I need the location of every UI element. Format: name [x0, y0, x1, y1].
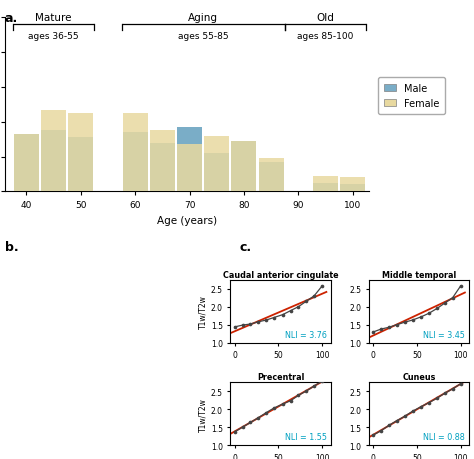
- Point: [393, 417, 401, 425]
- Point: [255, 319, 262, 326]
- Bar: [150, 143, 175, 192]
- Text: Old: Old: [317, 13, 334, 22]
- Text: a.: a.: [5, 11, 18, 24]
- Point: [449, 294, 456, 302]
- Point: [302, 298, 310, 305]
- Bar: [258, 162, 283, 192]
- Bar: [313, 183, 338, 192]
- Point: [401, 319, 409, 326]
- Bar: [41, 110, 66, 192]
- Bar: [258, 159, 283, 192]
- Title: Middle temporal: Middle temporal: [382, 270, 456, 279]
- Point: [409, 317, 416, 324]
- Y-axis label: T1w/T2w: T1w/T2w: [199, 397, 208, 431]
- Point: [270, 404, 278, 412]
- Legend: Male, Female: Male, Female: [378, 78, 445, 115]
- Point: [255, 414, 262, 421]
- Text: Aging: Aging: [188, 13, 218, 22]
- Point: [239, 322, 246, 329]
- Point: [295, 303, 302, 311]
- Bar: [123, 133, 148, 192]
- Point: [310, 382, 318, 390]
- Point: [418, 313, 425, 321]
- Text: NLI = 0.88: NLI = 0.88: [423, 432, 465, 442]
- Point: [246, 419, 254, 426]
- Point: [270, 314, 278, 321]
- Point: [287, 397, 294, 404]
- Bar: [313, 176, 338, 192]
- Point: [295, 392, 302, 399]
- Bar: [231, 141, 256, 192]
- Point: [385, 324, 393, 331]
- Point: [369, 431, 377, 439]
- Point: [369, 329, 377, 336]
- Point: [425, 399, 433, 406]
- Title: Caudal anterior cingulate: Caudal anterior cingulate: [223, 270, 338, 279]
- Point: [310, 292, 318, 300]
- Point: [239, 424, 246, 431]
- Point: [377, 427, 385, 435]
- Point: [318, 378, 326, 385]
- Point: [279, 400, 286, 408]
- Point: [302, 387, 310, 395]
- Bar: [150, 131, 175, 192]
- Text: c.: c.: [239, 241, 252, 254]
- Bar: [204, 154, 229, 192]
- Point: [449, 385, 456, 392]
- Bar: [231, 141, 256, 192]
- Point: [231, 324, 238, 331]
- Title: Precentral: Precentral: [257, 372, 304, 381]
- Point: [441, 390, 448, 397]
- Point: [246, 321, 254, 328]
- Text: NLI = 3.76: NLI = 3.76: [285, 330, 327, 339]
- Point: [393, 321, 401, 329]
- Bar: [14, 134, 39, 192]
- Text: ages 55-85: ages 55-85: [178, 32, 228, 41]
- Bar: [14, 134, 39, 192]
- Point: [409, 408, 416, 415]
- Bar: [340, 185, 365, 192]
- Point: [433, 395, 441, 402]
- Point: [441, 300, 448, 307]
- X-axis label: Age (years): Age (years): [157, 215, 217, 225]
- Text: NLI = 3.45: NLI = 3.45: [423, 330, 465, 339]
- Bar: [340, 178, 365, 192]
- Point: [457, 283, 465, 290]
- Text: ages 36-55: ages 36-55: [28, 32, 79, 41]
- Bar: [177, 145, 202, 192]
- Point: [385, 422, 393, 429]
- Bar: [41, 131, 66, 192]
- Point: [425, 310, 433, 317]
- Point: [457, 381, 465, 388]
- Y-axis label: T1w/T2w: T1w/T2w: [199, 295, 208, 328]
- Bar: [68, 114, 93, 192]
- Text: NLI = 1.55: NLI = 1.55: [285, 432, 327, 442]
- Text: b.: b.: [5, 241, 18, 254]
- Bar: [68, 138, 93, 192]
- Text: ages 85-100: ages 85-100: [297, 32, 354, 41]
- Point: [433, 305, 441, 313]
- Point: [287, 307, 294, 314]
- Point: [377, 326, 385, 333]
- Point: [418, 403, 425, 410]
- Point: [231, 428, 238, 436]
- Point: [318, 283, 326, 290]
- Point: [401, 413, 409, 420]
- Bar: [123, 114, 148, 192]
- Point: [279, 311, 286, 319]
- Point: [262, 317, 270, 324]
- Title: Cuneus: Cuneus: [402, 372, 436, 381]
- Point: [262, 409, 270, 416]
- Text: Mature: Mature: [36, 13, 72, 22]
- Bar: [204, 136, 229, 192]
- Bar: [177, 128, 202, 192]
